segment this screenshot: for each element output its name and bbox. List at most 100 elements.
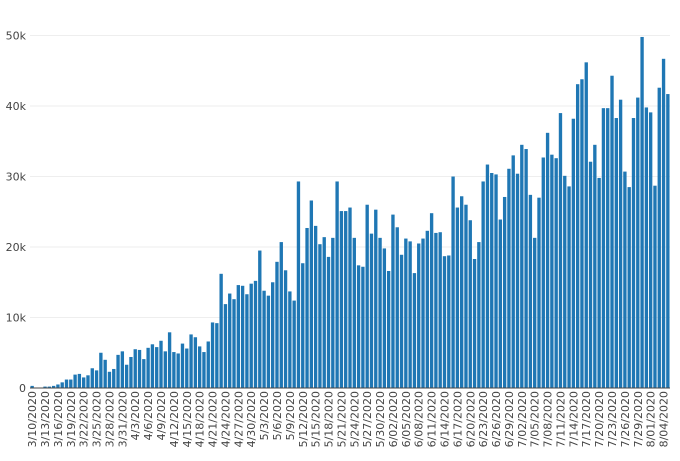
- x-tick-label: 3/22/2020: [78, 391, 91, 447]
- bar: [661, 58, 666, 388]
- bar: [374, 209, 378, 388]
- x-tick-label: 7/11/2020: [554, 391, 567, 447]
- bar: [524, 149, 528, 388]
- x-tick-label: 5/3/2020: [258, 391, 271, 440]
- bar: [206, 341, 210, 388]
- x-tick-label: 7/17/2020: [580, 391, 593, 447]
- bar: [567, 186, 571, 388]
- bar: [305, 227, 309, 388]
- y-tick-label: 40k: [6, 100, 27, 113]
- bar: [666, 94, 670, 389]
- bar: [202, 352, 206, 388]
- bar: [159, 340, 163, 388]
- x-tick-label: 6/23/2020: [477, 391, 490, 447]
- bar: [43, 386, 47, 388]
- y-tick-label: 30k: [6, 171, 27, 184]
- bar: [412, 273, 417, 388]
- bar: [386, 270, 391, 388]
- bar: [455, 207, 460, 388]
- bar: [438, 232, 442, 388]
- bar: [644, 107, 649, 388]
- bar: [163, 351, 167, 388]
- bar: [107, 371, 112, 388]
- bar: [352, 237, 356, 388]
- x-tick-label: 6/05/2020: [400, 391, 413, 447]
- bar: [429, 213, 434, 388]
- bar: [197, 346, 202, 388]
- bar: [391, 214, 395, 388]
- y-tick-label: 10k: [6, 312, 27, 325]
- bar: [176, 353, 180, 388]
- bar: [90, 368, 94, 388]
- bar: [313, 225, 318, 388]
- x-tick-label: 5/9/2020: [284, 391, 297, 440]
- bar: [442, 256, 447, 388]
- bar: [451, 176, 455, 388]
- bar: [322, 237, 326, 388]
- y-tick-label: 0: [19, 382, 26, 395]
- y-tick-label: 50k: [6, 30, 27, 43]
- bar: [395, 227, 399, 388]
- bar: [563, 175, 567, 388]
- bar: [421, 238, 425, 388]
- bar: [331, 237, 335, 388]
- bar: [232, 299, 236, 388]
- x-tick-label: 5/6/2020: [271, 391, 284, 440]
- axes: 0 10k 20k 30k 40k 50k 3/10/2020 3/13/2020 3/16/2…: [6, 30, 671, 448]
- bar: [266, 295, 271, 388]
- bar: [51, 385, 56, 388]
- bar: [515, 173, 520, 388]
- x-tick-label: 4/3/2020: [129, 391, 142, 440]
- bar: [653, 185, 657, 388]
- bar: [575, 84, 580, 388]
- bar: [236, 285, 240, 388]
- bar: [64, 379, 69, 388]
- bar: [30, 385, 34, 388]
- x-tick-label: 4/12/2020: [168, 391, 181, 447]
- x-tick-label: 8/04/2020: [658, 391, 671, 447]
- bar: [112, 368, 116, 388]
- bar: [365, 204, 369, 388]
- bar: [550, 154, 554, 388]
- bar: [215, 323, 219, 388]
- bar: [288, 291, 292, 388]
- x-tick-label: 6/20/2020: [464, 391, 477, 447]
- x-tick-label: 6/17/2020: [451, 391, 464, 447]
- bar: [541, 157, 545, 388]
- bar: [584, 62, 588, 388]
- bar: [133, 349, 137, 388]
- x-tick-label: 7/02/2020: [516, 391, 529, 447]
- bar: [614, 118, 618, 388]
- bar: [344, 211, 348, 388]
- bar: [627, 187, 631, 388]
- x-tick-label: 3/31/2020: [116, 391, 129, 447]
- bar: [610, 75, 614, 389]
- bar: [502, 196, 507, 388]
- bar: [228, 293, 232, 388]
- bar: [193, 337, 198, 388]
- bar: [657, 87, 661, 388]
- bar: [56, 384, 60, 388]
- bar: [580, 79, 584, 389]
- x-tick-label: 3/25/2020: [91, 391, 104, 447]
- bar: [597, 177, 601, 388]
- x-tick-label: 6/14/2020: [438, 391, 451, 447]
- bars: [30, 36, 670, 389]
- bar: [558, 113, 563, 389]
- bar: [588, 161, 593, 388]
- x-tick-label: 3/13/2020: [39, 391, 52, 447]
- bar: [528, 194, 533, 388]
- bar: [103, 359, 107, 388]
- bar: [460, 196, 464, 388]
- bar: [623, 171, 627, 388]
- bar: [155, 347, 159, 388]
- bar: [472, 259, 477, 388]
- bar: [223, 304, 228, 388]
- bar: [137, 349, 142, 388]
- bar: [464, 204, 468, 388]
- x-tick-label: 6/11/2020: [426, 391, 439, 447]
- x-tick-label: 7/23/2020: [606, 391, 619, 447]
- bar: [129, 356, 133, 388]
- bar: [279, 242, 283, 388]
